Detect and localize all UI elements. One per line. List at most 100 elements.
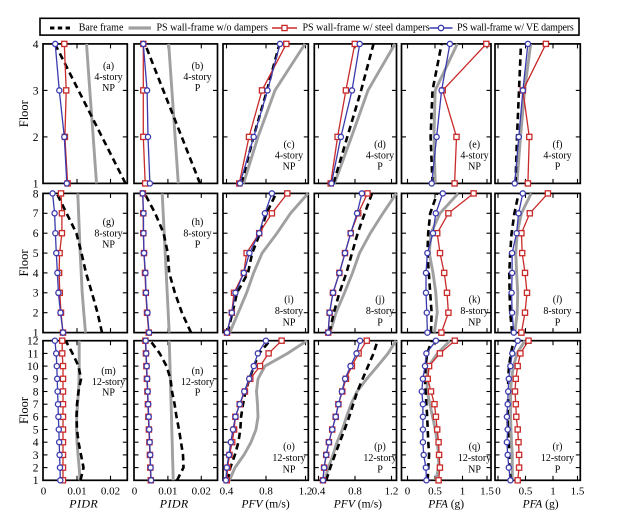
svg-text:(o): (o) [283,442,295,453]
svg-text:0.02: 0.02 [192,486,211,498]
svg-text:(a): (a) [103,61,114,72]
svg-text:(h): (h) [192,217,204,228]
svg-text:12-story: 12-story [92,377,125,388]
svg-text:3: 3 [33,450,39,462]
svg-text:P: P [555,162,561,173]
svg-text:1: 1 [460,486,466,498]
svg-text:PFA (g): PFA (g) [522,499,559,511]
svg-text:PFA (g): PFA (g) [427,499,464,511]
svg-text:NP: NP [102,83,115,94]
svg-text:0.01: 0.01 [67,486,86,498]
svg-text:P: P [377,162,383,173]
svg-text:2: 2 [33,132,39,144]
svg-text:(p): (p) [374,442,386,453]
svg-text:7: 7 [33,208,39,220]
svg-text:8-story: 8-story [183,228,211,239]
svg-text:Bare frame: Bare frame [79,23,124,34]
svg-text:12-story: 12-story [458,453,491,464]
svg-text:(b): (b) [192,61,204,72]
svg-text:Floor: Floor [17,249,31,277]
svg-text:PIDR: PIDR [159,497,189,511]
svg-text:8-story: 8-story [94,228,122,239]
svg-text:NP: NP [468,465,481,476]
svg-text:8-story: 8-story [460,306,488,317]
svg-text:(r): (r) [553,442,563,453]
svg-text:8-story: 8-story [275,306,303,317]
svg-text:4: 4 [33,268,39,280]
svg-text:0.5: 0.5 [519,486,533,498]
svg-text:PFV (m/s): PFV (m/s) [333,499,382,511]
svg-text:4-story: 4-story [460,151,488,162]
svg-text:10: 10 [27,361,39,373]
svg-text:3: 3 [33,85,39,97]
svg-text:P: P [377,318,383,329]
svg-text:P: P [195,240,201,251]
svg-text:NP: NP [468,318,481,329]
svg-text:5: 5 [33,248,39,260]
svg-text:1.2: 1.2 [385,486,399,498]
svg-text:1.5: 1.5 [480,486,494,498]
svg-text:11: 11 [27,348,38,360]
svg-text:4-story: 4-story [94,72,122,83]
svg-text:4: 4 [33,39,39,51]
svg-text:4-story: 4-story [275,151,303,162]
svg-text:3: 3 [33,288,39,300]
svg-text:NP: NP [468,162,481,173]
svg-text:1.2: 1.2 [299,486,313,498]
svg-text:PS wall-frame w/ VE dampers: PS wall-frame w/ VE dampers [457,23,574,34]
svg-text:(l): (l) [553,295,562,306]
svg-text:0.4: 0.4 [312,486,326,498]
svg-text:PS wall-frame w/o dampers: PS wall-frame w/o dampers [157,23,268,34]
svg-text:1: 1 [33,328,39,340]
svg-text:12-story: 12-story [363,453,396,464]
svg-text:NP: NP [283,465,296,476]
svg-text:(d): (d) [374,140,386,151]
svg-text:NP: NP [283,162,296,173]
svg-text:12: 12 [27,336,39,348]
svg-text:4-story: 4-story [543,151,571,162]
svg-text:0.01: 0.01 [158,486,177,498]
svg-text:5: 5 [33,424,39,436]
svg-text:PIDR: PIDR [68,497,98,511]
svg-text:(g): (g) [103,217,115,228]
svg-text:P: P [377,465,383,476]
svg-text:(c): (c) [283,140,294,151]
svg-text:7: 7 [33,399,39,411]
svg-text:1: 1 [33,178,39,190]
svg-text:0.02: 0.02 [101,486,120,498]
svg-text:(m): (m) [101,366,115,377]
svg-text:6: 6 [33,412,39,424]
svg-text:0.8: 0.8 [259,486,273,498]
svg-text:(i): (i) [284,295,293,306]
svg-text:P: P [195,83,201,94]
svg-text:12-story: 12-story [272,453,305,464]
svg-text:(j): (j) [375,295,384,306]
svg-text:Floor: Floor [17,396,31,424]
svg-text:8: 8 [33,386,39,398]
svg-text:8-story: 8-story [543,306,571,317]
svg-text:(e): (e) [469,140,480,151]
svg-text:4-story: 4-story [183,72,211,83]
svg-text:0: 0 [132,486,138,498]
svg-text:8: 8 [33,188,39,200]
svg-text:P: P [555,465,561,476]
svg-text:NP: NP [283,318,296,329]
svg-text:9: 9 [33,374,39,386]
svg-text:(f): (f) [553,140,563,151]
svg-text:NP: NP [102,240,115,251]
svg-text:0.5: 0.5 [428,486,442,498]
svg-text:PFV (m/s): PFV (m/s) [240,499,289,511]
svg-text:2: 2 [33,463,39,475]
svg-text:(k): (k) [469,295,481,306]
svg-text:1.5: 1.5 [571,486,585,498]
svg-text:0.8: 0.8 [348,486,362,498]
svg-text:(n): (n) [192,366,204,377]
svg-text:0: 0 [405,486,411,498]
svg-text:2: 2 [33,308,39,320]
svg-text:P: P [555,318,561,329]
svg-text:12-story: 12-story [181,377,214,388]
svg-text:0: 0 [495,486,501,498]
svg-text:4-story: 4-story [366,151,394,162]
svg-text:P: P [195,388,201,399]
svg-text:1: 1 [33,475,39,487]
